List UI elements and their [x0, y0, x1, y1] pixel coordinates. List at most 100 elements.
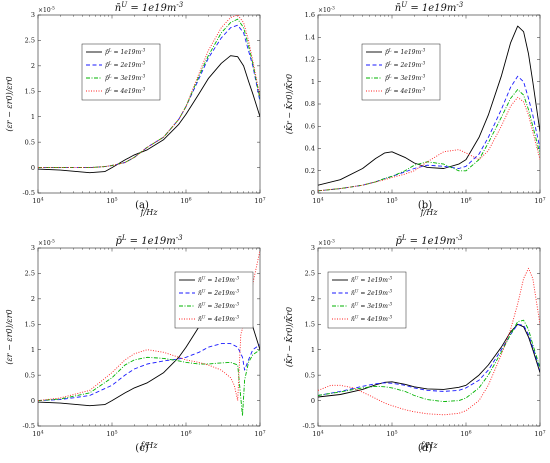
y-tick-label: -0.5 [302, 422, 315, 430]
panel-label: (d) [418, 443, 432, 454]
series-group [318, 25, 540, 192]
legend-box [361, 43, 441, 101]
y-tick-label: 0 [31, 397, 35, 405]
y-tick-label: 0 [311, 189, 315, 197]
y-tick-label: 0.6 [305, 122, 315, 130]
y-tick-label: 1.4 [305, 33, 315, 41]
y-tick-label: 2 [31, 295, 35, 303]
y-axis-label: (εr − εr0)/εr0 [5, 309, 14, 364]
chart-a: -0.5 0 0.5 1 1.5 2 2.5 3 104 105 106 107 ×10-5 n̄U = … [5, 1, 266, 217]
chart-b: 0 0.2 0.4 0.6 0.8 1 1.2 1.4 1.6 104 105 106 107 ×10-3… [285, 1, 546, 217]
legend-box [81, 43, 161, 101]
legend-entry: p̄L = 1e19m-3 [105, 48, 146, 56]
series-line-4 [318, 267, 540, 416]
legend: p̄L = 1e19m-3 p̄L = 2e19m-3 p̄L = 3e19m-3 p… [361, 43, 441, 101]
x-tick-label: 106 [460, 196, 471, 205]
x-tick-label: 106 [180, 429, 191, 438]
y-tick-label: 0.4 [305, 145, 315, 153]
legend-entry: n̄U = 4e19m-3 [198, 315, 239, 323]
series-line-1 [38, 55, 260, 174]
series-line-3 [318, 319, 540, 403]
chart-title: n̄U = 1e19m-3 [115, 1, 184, 14]
x-tick-label: 107 [254, 196, 265, 205]
chart-title: p̄L = 1e19m-3 [115, 234, 183, 247]
legend-entry: p̄L = 1e19m-3 [385, 48, 426, 56]
legend-entry: n̄U = 2e19m-3 [351, 289, 392, 297]
y-tick-label: 2.5 [25, 270, 35, 278]
y-tick-label: -0.5 [22, 422, 35, 430]
series-line-3 [38, 349, 260, 417]
legend: n̄U = 1e19m-3 n̄U = 2e19m-3 n̄U = 3e19m-3 n… [327, 271, 407, 329]
y-tick-label: -0.5 [22, 189, 35, 197]
legend: n̄U = 1e19m-3 n̄U = 2e19m-3 n̄U = 3e19m-3 n… [174, 271, 254, 329]
x-tick-label: 106 [180, 196, 191, 205]
y-exponent: ×10-3 [318, 239, 335, 247]
legend-entry: p̄L = 2e19m-3 [385, 61, 426, 69]
x-tick-label: 106 [460, 429, 471, 438]
x-axis-label: f/Hz [420, 208, 439, 217]
y-tick-label: 2 [31, 62, 35, 70]
y-tick-label: 1 [311, 346, 315, 354]
y-tick-label: 0.5 [305, 371, 315, 379]
legend-entry: n̄U = 2e19m-3 [198, 289, 239, 297]
x-axis-label: f/Hz [140, 208, 159, 217]
y-tick-label: 0.5 [25, 138, 35, 146]
legend-box [174, 271, 254, 329]
y-axis-label: (εr − εr0)/εr0 [5, 76, 14, 131]
legend-box [327, 271, 407, 329]
y-tick-label: 1.5 [25, 87, 35, 95]
y-axis-label: (K̄r − K̄r0)/K̄r0 [285, 74, 294, 134]
y-tick-label: 0 [31, 164, 35, 172]
chart-d: -0.5 0 0.5 1 1.5 2 2.5 3 104 105 106 107 ×10-3 p̄L = … [285, 234, 546, 454]
series-line-2 [38, 343, 260, 402]
x-tick-label: 104 [312, 196, 323, 205]
series-line-4 [38, 15, 260, 169]
y-axis-label: (K̄r − K̄r0)/K̄r0 [285, 307, 294, 367]
x-tick-label: 104 [32, 196, 43, 205]
y-tick-label: 2.5 [305, 270, 315, 278]
y-tick-label: 1 [31, 346, 35, 354]
legend-entry: p̄L = 3e19m-3 [385, 74, 426, 82]
plot-frame [317, 14, 541, 194]
y-tick-label: 1.5 [25, 320, 35, 328]
legend-entry: n̄U = 4e19m-3 [351, 315, 392, 323]
chart-title: p̄L = 1e19m-3 [395, 234, 463, 247]
panel-label: (a) [135, 200, 149, 211]
y-tick-label: 1.6 [305, 11, 315, 19]
x-tick-label: 107 [534, 429, 545, 438]
y-tick-label: 3 [31, 11, 35, 19]
legend-entry: n̄U = 3e19m-3 [351, 302, 392, 310]
y-tick-label: 0 [311, 397, 315, 405]
y-tick-label: 1 [31, 113, 35, 121]
y-tick-label: 1.5 [305, 320, 315, 328]
legend-entry: n̄U = 3e19m-3 [198, 302, 239, 310]
y-tick-label: 3 [31, 244, 35, 252]
legend-entry: n̄U = 1e19m-3 [198, 276, 239, 284]
y-tick-label: 3 [311, 244, 315, 252]
series-group [318, 267, 540, 416]
y-tick-label: 0.2 [305, 167, 315, 175]
chart-c: -0.5 0 0.5 1 1.5 2 2.5 3 104 105 106 107 ×10-5 p̄L = … [5, 234, 266, 454]
panel-label: (c) [135, 443, 149, 454]
panel-label: (b) [418, 200, 432, 211]
x-tick-label: 104 [32, 429, 43, 438]
y-exponent: ×10-5 [38, 239, 55, 247]
x-tick-label: 107 [534, 196, 545, 205]
x-tick-label: 104 [312, 429, 323, 438]
y-tick-label: 2.5 [25, 37, 35, 45]
legend-entry: n̄U = 1e19m-3 [351, 276, 392, 284]
x-axis-label: f/Hz [420, 441, 439, 450]
series-line-1 [318, 25, 540, 186]
series-line-1 [318, 323, 540, 398]
y-tick-label: 1 [311, 78, 315, 86]
y-tick-label: 2 [311, 295, 315, 303]
series-line-4 [318, 96, 540, 192]
y-tick-label: 1.2 [305, 56, 315, 64]
series-line-3 [318, 89, 540, 192]
chart-title: n̄U = 1e19m-3 [395, 1, 464, 14]
legend: p̄L = 1e19m-3 p̄L = 2e19m-3 p̄L = 3e19m-3 p… [81, 43, 161, 101]
y-tick-label: 0.5 [25, 371, 35, 379]
legend-entry: p̄L = 3e19m-3 [105, 74, 146, 82]
x-axis-label: f/Hz [140, 441, 159, 450]
